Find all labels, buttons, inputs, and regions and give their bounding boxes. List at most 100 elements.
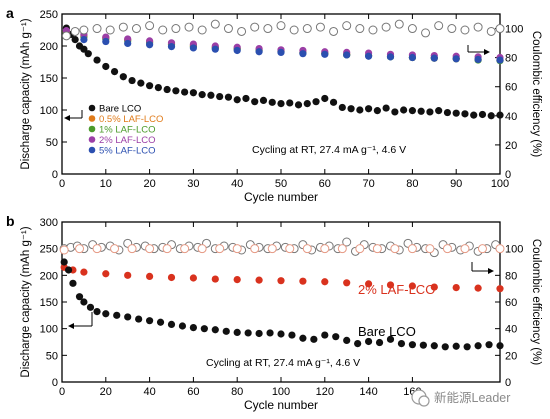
arrow-head — [64, 115, 70, 121]
y-axis-label: Discharge capacity (mAh g⁻¹) — [20, 18, 32, 169]
data-point — [320, 244, 330, 254]
data-point — [110, 68, 119, 76]
data-point — [145, 21, 155, 31]
data-point — [276, 21, 286, 31]
legend-entry: 0.5% LAF-LCO — [99, 114, 163, 125]
data-point — [299, 334, 307, 342]
data-point — [178, 322, 187, 330]
series-label: Bare LCO — [358, 324, 416, 339]
data-point — [299, 277, 307, 285]
x-tick-label: 60 — [187, 386, 199, 398]
data-point — [61, 31, 71, 41]
data-point — [277, 277, 285, 285]
y2-axis-label: Coulombic efficiency (%) — [530, 239, 542, 366]
data-point — [496, 56, 504, 64]
data-point — [342, 237, 352, 247]
data-point — [189, 274, 197, 282]
data-point — [435, 107, 443, 115]
data-point — [93, 56, 101, 64]
data-point — [181, 88, 189, 96]
data-point — [430, 54, 438, 62]
data-point — [321, 94, 329, 103]
x-tick-label: 40 — [143, 386, 155, 398]
x-tick-label: 30 — [187, 178, 199, 190]
x-tick-label: 0 — [59, 178, 65, 190]
data-point — [365, 280, 373, 288]
data-point — [267, 244, 277, 254]
data-point — [233, 328, 241, 336]
data-point — [263, 24, 273, 34]
data-point — [211, 45, 219, 53]
legend-marker — [88, 125, 96, 133]
data-point — [430, 283, 438, 291]
data-point — [408, 107, 416, 115]
data-point — [277, 100, 285, 108]
data-point — [474, 55, 482, 64]
data-point — [356, 106, 364, 114]
data-point — [368, 25, 378, 35]
data-point — [365, 52, 373, 60]
data-point — [332, 333, 340, 341]
data-point — [69, 279, 77, 287]
x-tick-label: 60 — [319, 178, 331, 190]
data-point — [197, 244, 207, 254]
data-point — [302, 244, 312, 254]
y-tick-label: 100 — [40, 105, 58, 117]
data-point — [321, 331, 329, 339]
data-point — [145, 244, 155, 254]
data-point — [470, 111, 478, 119]
data-point — [386, 53, 395, 61]
data-point — [487, 112, 495, 120]
data-point — [495, 24, 505, 34]
data-point — [288, 331, 296, 339]
watermark-text: 新能源Leader — [434, 390, 510, 405]
data-point — [289, 25, 299, 35]
y-tick-label: 250 — [40, 244, 58, 256]
x-axis-label: Cycle number — [244, 190, 318, 204]
data-point — [372, 244, 382, 254]
series-3 — [59, 244, 505, 255]
data-point — [255, 48, 263, 56]
y2-tick-label: 40 — [505, 111, 517, 123]
data-point — [102, 310, 110, 318]
data-point — [381, 22, 391, 32]
data-point — [146, 272, 154, 280]
data-point — [80, 45, 88, 53]
data-point — [463, 343, 471, 351]
data-point — [461, 110, 469, 118]
data-point — [232, 244, 242, 254]
data-point — [211, 275, 219, 283]
data-point — [128, 76, 136, 85]
data-point — [390, 244, 400, 254]
data-point — [197, 25, 207, 35]
x-tick-label: 100 — [491, 178, 509, 190]
data-point — [102, 62, 110, 71]
data-point — [198, 91, 206, 99]
data-point — [442, 244, 452, 254]
data-point — [251, 98, 259, 106]
data-point — [84, 50, 92, 58]
y-tick-label: 50 — [46, 137, 58, 149]
data-point — [102, 270, 110, 278]
data-point — [146, 82, 154, 90]
data-point — [343, 336, 351, 344]
data-point — [250, 244, 260, 254]
data-point — [430, 342, 438, 350]
data-point — [496, 111, 504, 119]
panel-a: a0 10 20 30 40 50 60 70 80 90 10005010015020025002… — [6, 5, 542, 204]
data-point — [158, 25, 168, 35]
data-point — [421, 28, 431, 38]
data-point — [343, 279, 351, 287]
data-point — [286, 99, 294, 107]
legend-marker — [88, 146, 96, 154]
arrow-head — [484, 49, 490, 55]
y-tick-label: 200 — [40, 41, 58, 53]
data-point — [70, 26, 80, 36]
y-tick-label: 300 — [40, 217, 58, 229]
legend-entry: 2% LAF-LCO — [99, 135, 156, 146]
data-point — [386, 335, 395, 343]
y2-tick-label: 80 — [505, 270, 517, 282]
data-point — [338, 103, 346, 112]
data-point — [452, 284, 460, 292]
